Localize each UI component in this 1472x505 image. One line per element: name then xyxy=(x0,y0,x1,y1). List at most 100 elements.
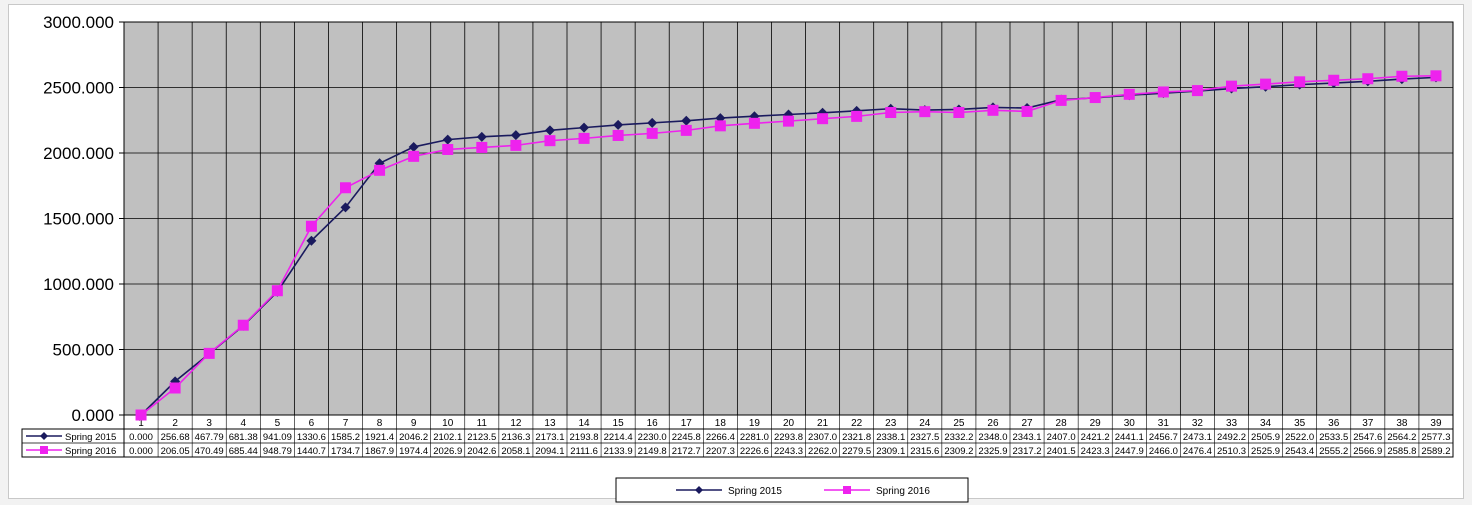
data-label: 2172.7 xyxy=(672,446,701,457)
x-tick-label: 4 xyxy=(240,418,246,429)
data-point xyxy=(953,106,965,118)
x-tick-label: 39 xyxy=(1430,418,1442,429)
data-label: 2407.0 xyxy=(1047,432,1076,443)
x-tick-label: 33 xyxy=(1226,418,1238,429)
data-label: 2327.5 xyxy=(910,432,939,443)
data-label: 2522.0 xyxy=(1285,432,1314,443)
data-point xyxy=(408,150,420,162)
x-tick-label: 38 xyxy=(1396,418,1408,429)
data-point xyxy=(579,122,590,133)
data-label: 2476.4 xyxy=(1183,446,1212,457)
x-tick-label: 24 xyxy=(919,418,931,429)
data-label: 681.38 xyxy=(229,432,258,443)
data-point xyxy=(851,110,863,122)
data-point xyxy=(305,220,317,232)
x-tick-label: 16 xyxy=(647,418,659,429)
data-label: 941.09 xyxy=(263,432,292,443)
data-label: 2543.4 xyxy=(1285,446,1314,457)
data-label: 948.79 xyxy=(263,446,292,457)
data-point xyxy=(1294,76,1306,88)
data-label: 2262.0 xyxy=(808,446,837,457)
data-label: 2214.4 xyxy=(604,432,633,443)
data-label: 2293.8 xyxy=(774,432,803,443)
data-point xyxy=(1396,70,1408,82)
data-point xyxy=(1055,94,1067,106)
data-point xyxy=(135,409,147,421)
data-label: 1921.4 xyxy=(365,432,394,443)
data-point xyxy=(646,127,658,139)
data-label: 2307.0 xyxy=(808,432,837,443)
data-label: 467.79 xyxy=(195,432,224,443)
x-tick-label: 36 xyxy=(1328,418,1340,429)
data-label: 2421.2 xyxy=(1081,432,1110,443)
data-label: 1867.9 xyxy=(365,446,394,457)
x-tick-label: 28 xyxy=(1056,418,1068,429)
data-point xyxy=(1430,70,1442,82)
x-tick-label: 12 xyxy=(510,418,522,429)
data-label: 2423.3 xyxy=(1081,446,1110,457)
x-tick-label: 5 xyxy=(275,418,281,429)
data-label: 1440.7 xyxy=(297,446,326,457)
data-label: 2585.8 xyxy=(1387,446,1416,457)
data-point xyxy=(885,107,897,119)
data-point xyxy=(544,125,555,136)
x-tick-label: 17 xyxy=(681,418,693,429)
data-label: 2309.2 xyxy=(944,446,973,457)
data-point xyxy=(612,129,624,141)
legend-label: Spring 2015 xyxy=(728,486,782,497)
x-tick-label: 9 xyxy=(411,418,417,429)
data-label: 2281.0 xyxy=(740,432,769,443)
x-tick-label: 29 xyxy=(1090,418,1102,429)
x-tick-label: 27 xyxy=(1021,418,1033,429)
data-label: 0.000 xyxy=(129,432,153,443)
data-point xyxy=(783,115,794,127)
table-series-marker xyxy=(40,446,48,454)
legend-marker xyxy=(843,486,851,494)
x-tick-label: 15 xyxy=(613,418,625,429)
table-series-marker xyxy=(40,432,48,440)
x-tick-label: 18 xyxy=(715,418,727,429)
y-tick-label: 3000.000 xyxy=(43,13,114,32)
y-tick-label: 500.000 xyxy=(53,341,114,360)
data-label: 2094.1 xyxy=(535,446,564,457)
data-label: 1974.4 xyxy=(399,446,428,457)
data-point xyxy=(680,124,692,136)
x-tick-label: 10 xyxy=(442,418,454,429)
data-point xyxy=(442,134,453,145)
legend-box xyxy=(615,477,969,503)
data-label: 2348.0 xyxy=(978,432,1007,443)
data-label: 2492.2 xyxy=(1217,432,1246,443)
data-label: 2564.2 xyxy=(1387,432,1416,443)
x-tick-label: 6 xyxy=(309,418,315,429)
legend-marker xyxy=(695,486,703,494)
data-label: 470.49 xyxy=(195,446,224,457)
x-tick-label: 26 xyxy=(987,418,999,429)
data-point xyxy=(237,319,249,331)
data-label: 2473.1 xyxy=(1183,432,1212,443)
data-label: 1734.7 xyxy=(331,446,360,457)
data-label: 2173.1 xyxy=(535,432,564,443)
data-point xyxy=(169,382,181,394)
data-label: 2111.6 xyxy=(570,446,598,457)
legend-label: Spring 2016 xyxy=(876,486,930,497)
x-tick-label: 14 xyxy=(578,418,590,429)
data-point xyxy=(340,202,351,213)
data-point xyxy=(919,106,931,118)
data-label: 2510.3 xyxy=(1217,446,1246,457)
data-label: 2321.8 xyxy=(842,432,871,443)
data-label: 2230.0 xyxy=(638,432,667,443)
data-label: 206.05 xyxy=(161,446,190,457)
data-point xyxy=(476,141,488,153)
data-label: 2309.1 xyxy=(876,446,905,457)
data-label: 2046.2 xyxy=(399,432,428,443)
x-tick-label: 3 xyxy=(206,418,212,429)
data-label: 685.44 xyxy=(229,446,258,457)
data-label: 2207.3 xyxy=(706,446,735,457)
data-label: 2401.5 xyxy=(1047,446,1076,457)
data-point xyxy=(1089,92,1101,104)
data-point xyxy=(510,130,521,141)
y-tick-label: 2500.000 xyxy=(43,79,114,98)
data-label: 2325.9 xyxy=(978,446,1007,457)
data-point xyxy=(544,135,556,147)
